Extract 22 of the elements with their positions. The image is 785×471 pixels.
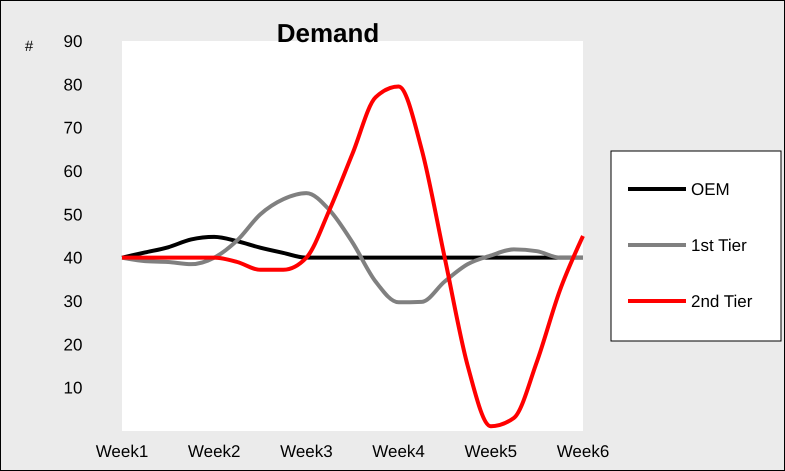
legend-label: OEM [691, 180, 730, 199]
legend-label: 2nd Tier [691, 292, 753, 311]
y-tick-label: 40 [64, 248, 82, 268]
chart-title: Demand [276, 18, 380, 48]
x-tick-label: Week4 [372, 442, 425, 461]
y-tick-label: 80 [64, 75, 82, 94]
line-series [120, 84, 585, 428]
y-tick-label: 90 [64, 32, 82, 51]
x-tick-label: Week5 [464, 442, 518, 461]
line-series [120, 191, 585, 304]
x-tick-label: Week3 [280, 442, 333, 461]
y-axis-title: # [24, 38, 34, 55]
y-tick-label: 10 [64, 378, 82, 398]
y-tick-label: 50 [64, 205, 82, 224]
x-tick-label: Week1 [96, 442, 148, 461]
x-tick-label: Week6 [556, 442, 610, 461]
x-tick-label: Week2 [188, 442, 241, 461]
y-tick-label: 20 [64, 335, 82, 354]
legend-label: 1st Tier [691, 236, 748, 255]
y-tick-label: 30 [64, 292, 82, 311]
y-tick-label: 60 [64, 162, 82, 181]
y-tick-label: 70 [64, 118, 82, 138]
